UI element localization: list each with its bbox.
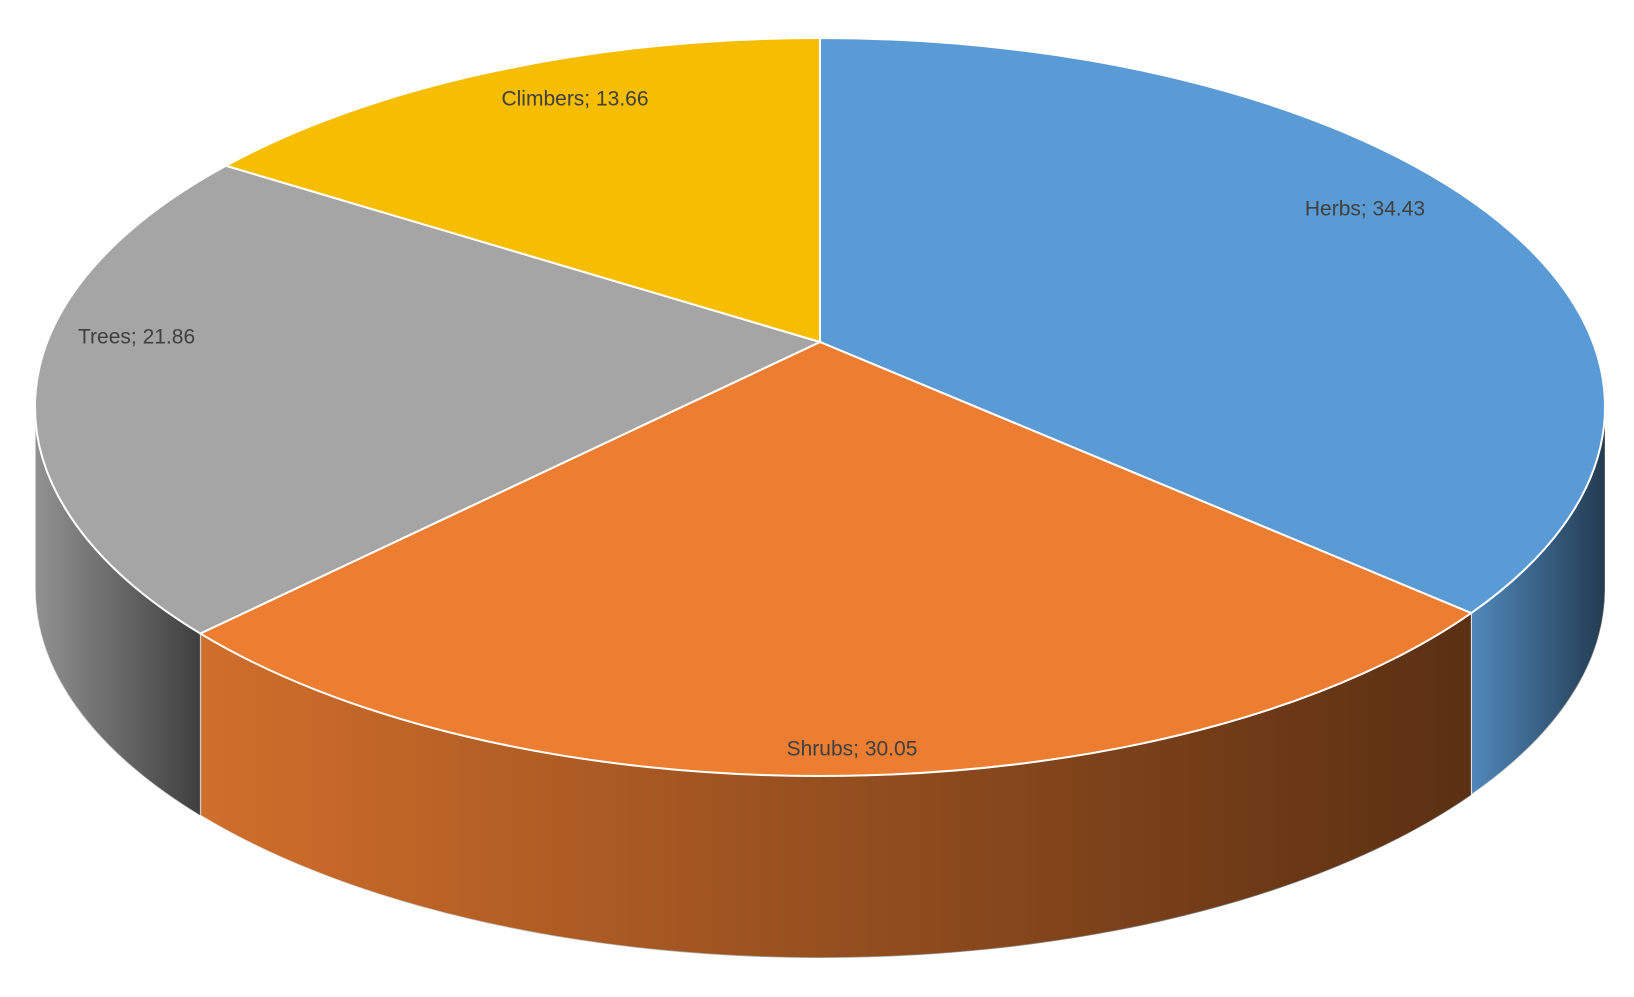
- data-label: Shrubs; 30.05: [787, 738, 918, 761]
- slice: [198, 340, 1474, 777]
- data-label: Climbers; 13.66: [501, 88, 648, 111]
- slice-side-shade: [200, 613, 1472, 958]
- slice: [819, 36, 1606, 615]
- data-label: Trees; 21.86: [78, 326, 195, 349]
- slice-side-shade: [1471, 407, 1605, 796]
- slice: [34, 164, 823, 635]
- data-label: Herbs; 34.43: [1305, 198, 1425, 221]
- slice-side-shade: [34, 407, 201, 816]
- slice: [223, 36, 821, 344]
